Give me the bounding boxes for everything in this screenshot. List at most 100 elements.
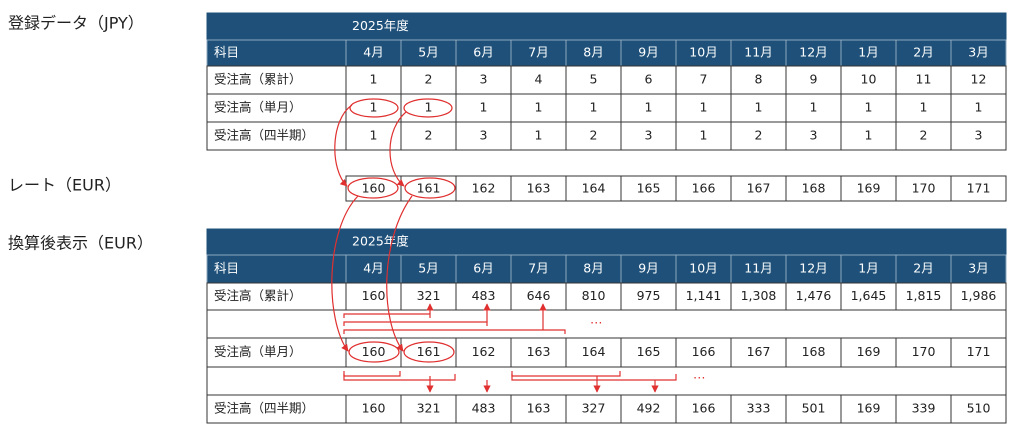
table-cell: 810 <box>582 288 606 303</box>
cell <box>785 254 842 284</box>
column-header: 9月 <box>638 45 658 60</box>
cell <box>950 121 1007 151</box>
column-header: 科目 <box>214 261 239 276</box>
cell <box>675 282 732 311</box>
cell <box>565 175 622 202</box>
column-header: 8月 <box>583 45 603 60</box>
table-cell: 2 <box>755 128 763 143</box>
cell <box>345 282 402 311</box>
table-cell: 339 <box>912 401 936 416</box>
bracket <box>343 371 401 377</box>
table-cell: 1 <box>700 100 708 115</box>
cell <box>206 12 1007 41</box>
cell <box>785 65 842 95</box>
cell <box>565 337 622 368</box>
table-cell: 1 <box>810 100 818 115</box>
cell <box>510 93 567 123</box>
year-header: 2025年度 <box>352 18 409 33</box>
column-header: 1月 <box>858 261 878 276</box>
cell <box>950 254 1007 284</box>
bracket <box>511 374 677 381</box>
table-cell: 受注高（単月） <box>214 100 302 115</box>
highlight <box>349 98 399 118</box>
cell <box>345 175 402 202</box>
cell <box>895 121 952 151</box>
table-cell: 3 <box>645 128 653 143</box>
table-cell: 1 <box>370 100 378 115</box>
cell <box>455 282 512 311</box>
cell <box>206 337 347 368</box>
bracket <box>511 371 621 377</box>
cell <box>675 39 732 67</box>
cell <box>950 394 1007 424</box>
arrow <box>331 195 359 352</box>
table-cell: 1 <box>425 100 433 115</box>
cell <box>510 254 567 284</box>
column-header: 6月 <box>473 261 493 276</box>
cell <box>730 394 787 424</box>
cell <box>206 309 1007 339</box>
table-cell: 160 <box>362 401 386 416</box>
section-label: レート（EUR） <box>8 176 121 195</box>
table-cell: 162 <box>472 344 496 359</box>
cell <box>785 175 842 202</box>
table-cell: 8 <box>755 72 763 87</box>
table-cell: 161 <box>417 344 441 359</box>
rate-cell: 170 <box>912 181 936 196</box>
rate-cell: 168 <box>802 181 826 196</box>
table-cell: 165 <box>637 344 661 359</box>
rate-cell: 160 <box>362 181 386 196</box>
cell <box>675 121 732 151</box>
table-cell: 169 <box>857 401 881 416</box>
cell <box>785 121 842 151</box>
cell <box>950 282 1007 311</box>
rate-cell: 163 <box>527 181 551 196</box>
column-header: 6月 <box>473 45 493 60</box>
cell <box>400 121 457 151</box>
cell <box>675 65 732 95</box>
table-cell: 1 <box>700 128 708 143</box>
cell <box>730 254 787 284</box>
rate-cell: 169 <box>857 181 881 196</box>
cell <box>345 39 402 67</box>
cell <box>510 175 567 202</box>
cell <box>345 254 402 284</box>
cell <box>620 337 677 368</box>
column-header: 2月 <box>913 45 933 60</box>
rate-cell: 161 <box>417 181 441 196</box>
cell <box>785 39 842 67</box>
table-cell: 167 <box>747 344 771 359</box>
arrow <box>389 111 407 187</box>
table-cell: 171 <box>967 344 991 359</box>
table-cell: 160 <box>362 344 386 359</box>
table-cell: 166 <box>692 401 716 416</box>
cell <box>950 93 1007 123</box>
cell <box>455 175 512 202</box>
cell <box>730 121 787 151</box>
column-header: 11月 <box>744 45 772 60</box>
rate-cell: 166 <box>692 181 716 196</box>
highlight <box>403 341 455 363</box>
cell <box>840 93 897 123</box>
section-label: 換算後表示（EUR） <box>8 234 153 253</box>
section-label: 登録データ（JPY） <box>8 14 144 33</box>
cell <box>455 65 512 95</box>
table-cell: 2 <box>425 72 433 87</box>
ellipsis: … <box>693 367 706 382</box>
table-cell: 1 <box>645 100 653 115</box>
table-cell: 1,645 <box>851 288 887 303</box>
table-cell: 1,476 <box>796 288 832 303</box>
cell <box>620 394 677 424</box>
table-cell: 2 <box>425 128 433 143</box>
table-cell: 受注高（単月） <box>214 344 302 359</box>
cell <box>950 337 1007 368</box>
cell <box>206 228 1007 256</box>
table-cell: 1 <box>755 100 763 115</box>
table-cell: 483 <box>472 288 496 303</box>
cell <box>840 254 897 284</box>
table-cell: 11 <box>916 72 932 87</box>
table-cell: 3 <box>480 128 488 143</box>
table-cell: 483 <box>472 401 496 416</box>
annotations: … … <box>331 98 706 393</box>
table-cell: 492 <box>637 401 661 416</box>
